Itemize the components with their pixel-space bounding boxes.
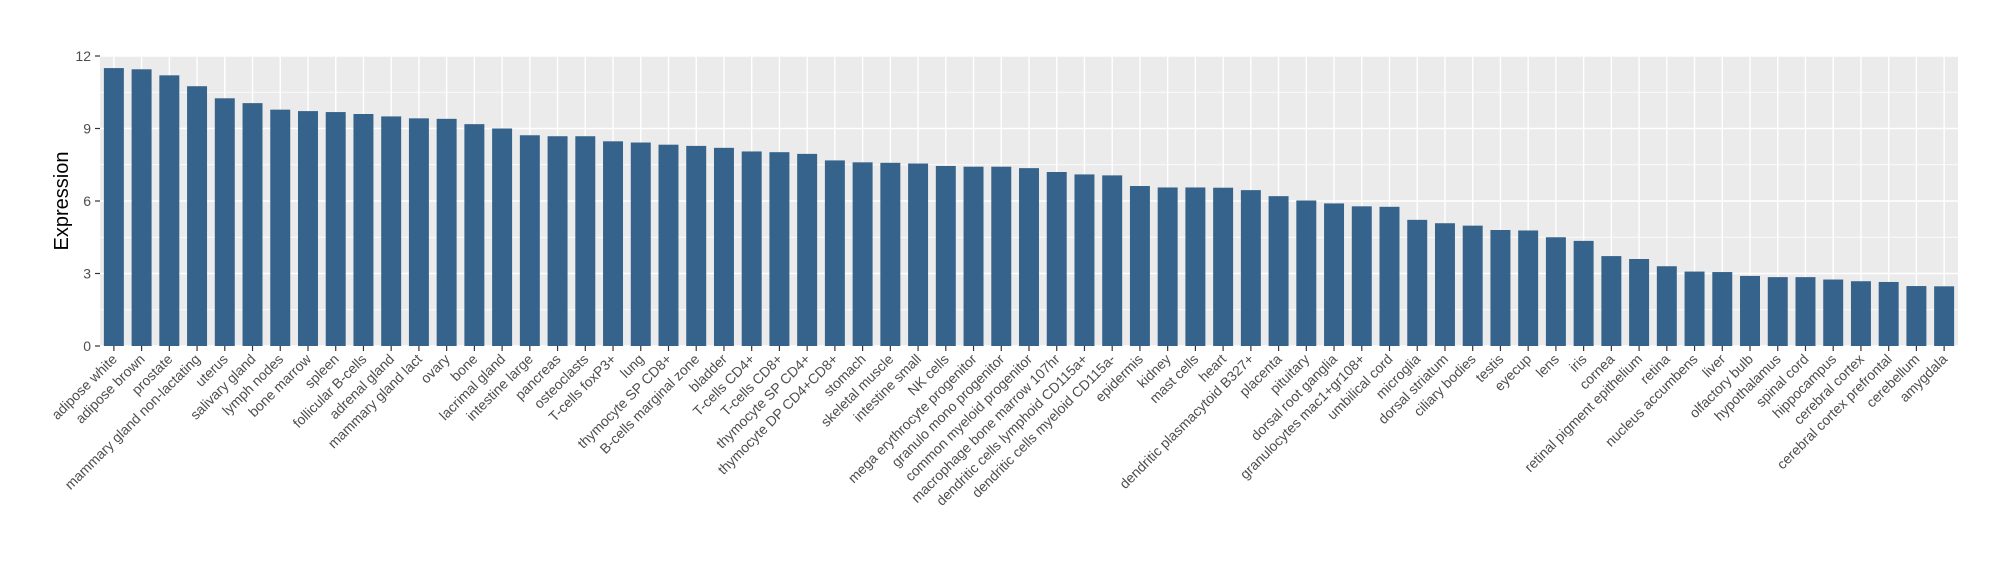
y-axis-title: Expression: [51, 152, 73, 251]
bar: [713, 147, 734, 346]
bar: [547, 136, 568, 346]
y-tick-label: 3: [83, 266, 91, 282]
bar: [408, 118, 429, 346]
bar: [1379, 206, 1400, 346]
x-tick-label: ovary: [417, 351, 453, 387]
bar: [353, 114, 374, 346]
y-tick-label: 0: [83, 338, 91, 354]
bar: [1462, 225, 1483, 346]
bar: [1795, 277, 1816, 346]
y-tick-label: 6: [83, 193, 91, 209]
bar: [1046, 172, 1067, 346]
bar: [769, 152, 790, 346]
bars: [103, 68, 1955, 347]
bar: [908, 163, 929, 346]
bar: [1767, 277, 1788, 346]
bar: [1407, 219, 1428, 346]
bar: [1684, 271, 1705, 346]
bar: [519, 135, 540, 346]
bar: [963, 166, 984, 346]
bar: [630, 142, 651, 346]
bar: [1906, 286, 1927, 346]
bar: [159, 75, 180, 346]
bar: [103, 68, 124, 346]
bar: [187, 86, 208, 346]
bar: [1213, 187, 1234, 346]
bar: [1157, 187, 1178, 346]
bar: [1351, 206, 1372, 346]
y-axis: 0 3 6 9 12: [75, 48, 100, 354]
bar: [325, 112, 346, 346]
bar: [1185, 187, 1206, 346]
bar: [686, 145, 707, 346]
bar: [214, 98, 235, 347]
bar: [1296, 200, 1317, 346]
bar: [991, 166, 1012, 346]
bar: [1019, 168, 1039, 346]
bar: [131, 69, 152, 347]
y-tick-label: 9: [83, 121, 91, 137]
bar: [880, 162, 901, 346]
bar: [1518, 230, 1539, 346]
bar: [575, 136, 596, 346]
bar: [242, 103, 263, 346]
bar: [1268, 196, 1289, 346]
bar: [824, 160, 845, 346]
bar: [935, 165, 956, 346]
bar: [1850, 281, 1871, 346]
bar: [1601, 256, 1622, 346]
bar: [1074, 174, 1095, 346]
bar: [270, 109, 291, 347]
bar: [1545, 237, 1566, 346]
bar: [1129, 186, 1150, 346]
bar: [1934, 286, 1955, 346]
bar: [492, 128, 513, 346]
bar: [852, 162, 873, 346]
bar: [1102, 175, 1123, 346]
bar: [741, 151, 762, 346]
bar: [1712, 272, 1733, 346]
bar: [1434, 223, 1455, 346]
bar: [298, 111, 318, 346]
bar: [1240, 190, 1261, 346]
bar: [603, 141, 624, 346]
bar: [1878, 281, 1899, 346]
bar: [1573, 240, 1594, 346]
bar: [1629, 259, 1650, 346]
bar: [1823, 279, 1844, 346]
bar: [1656, 266, 1677, 346]
bar: [1490, 230, 1511, 346]
bar: [658, 144, 679, 346]
x-tick-label: lens: [1533, 351, 1562, 380]
bar: [464, 124, 485, 347]
bar: [797, 153, 818, 346]
bar: [1740, 275, 1760, 346]
bar: [436, 118, 457, 346]
bar: [381, 116, 402, 347]
bar: [1324, 203, 1345, 346]
y-tick-label: 12: [75, 48, 91, 64]
